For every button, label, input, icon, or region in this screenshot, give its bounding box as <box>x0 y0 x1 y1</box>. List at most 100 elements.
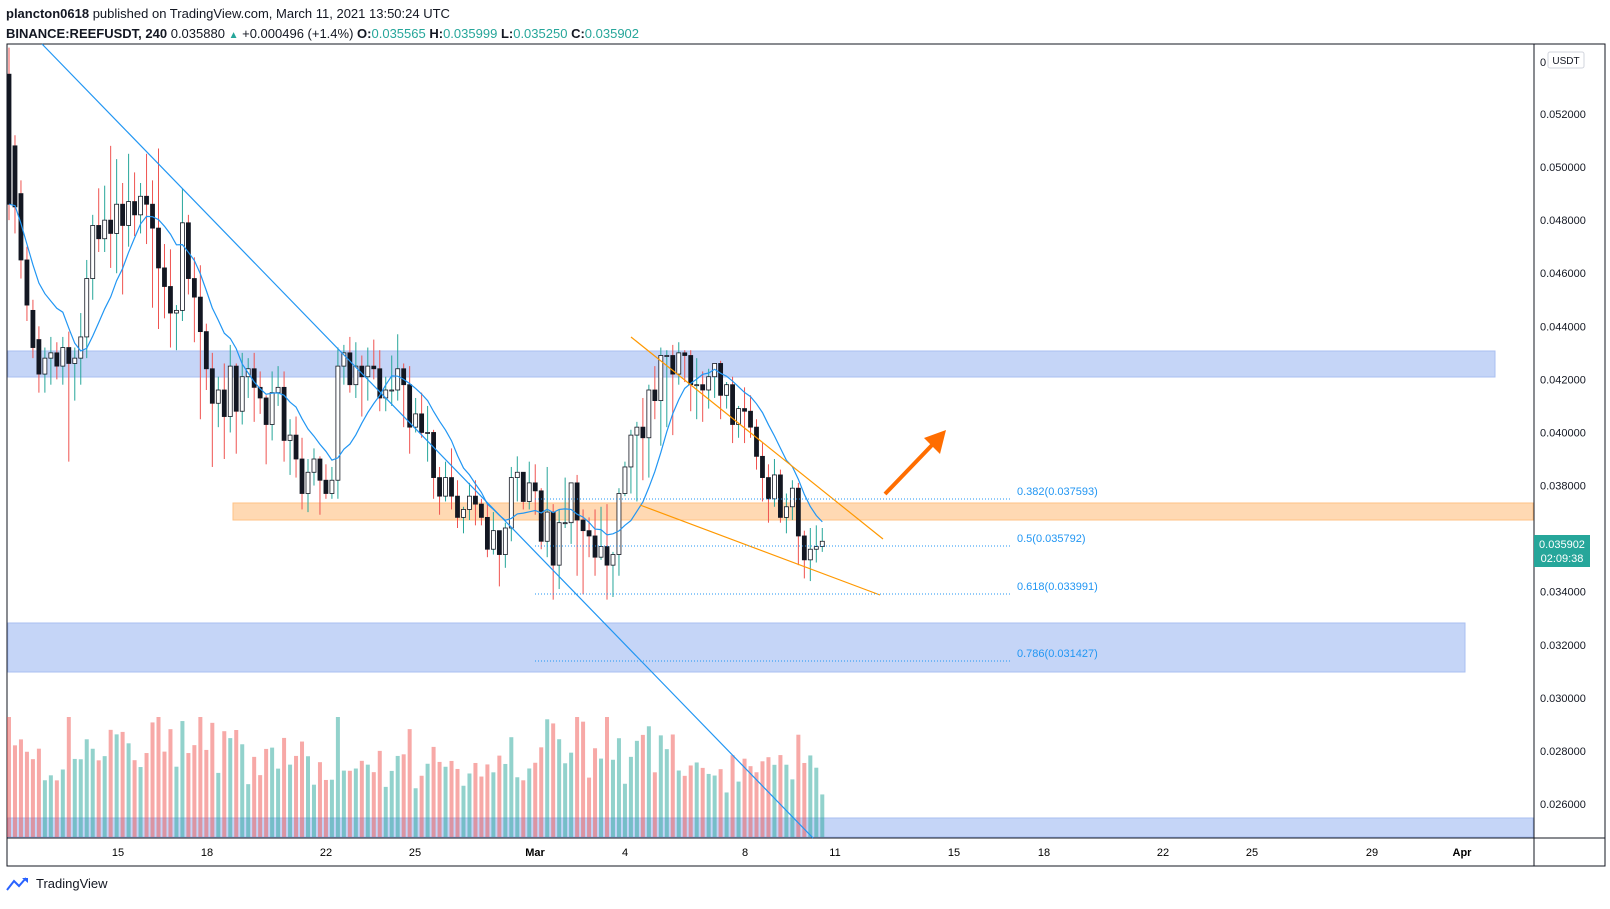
volume-bar <box>437 761 442 837</box>
candle-body <box>251 368 257 388</box>
volume-bar <box>664 749 669 837</box>
volume-bar <box>431 746 436 837</box>
support-zone[interactable] <box>7 622 1466 673</box>
breakout-arrow-icon[interactable] <box>883 430 946 496</box>
candle-body <box>766 477 771 500</box>
candle-body <box>353 365 359 386</box>
price-tick-label: 0.032000 <box>1540 640 1586 652</box>
candle-body <box>670 355 676 375</box>
volume-bars <box>7 717 825 837</box>
candle-body <box>431 432 436 478</box>
volume-bar <box>162 751 167 837</box>
volume-bar <box>622 783 627 837</box>
volume-bar <box>7 717 11 837</box>
volume-bar <box>419 775 424 837</box>
candle-body <box>66 347 72 364</box>
candle-body <box>467 495 472 510</box>
candle-body <box>748 410 753 428</box>
price-axis[interactable]: 0.052000 0.050000 0.048000 0.046000 0.044000… <box>1540 109 1586 811</box>
candle-body <box>443 477 448 497</box>
candle-body <box>132 201 137 216</box>
candle-body <box>508 477 514 529</box>
candle-body <box>449 477 454 497</box>
candle-body <box>114 203 120 234</box>
candle-body <box>742 408 747 412</box>
candle-body <box>269 392 275 425</box>
volume-bar <box>503 763 508 837</box>
candle-body <box>102 219 108 240</box>
candle-body <box>789 487 795 508</box>
volume-bar <box>670 734 675 837</box>
volume-bar <box>808 755 813 837</box>
price-tick-label: 0.042000 <box>1540 374 1586 386</box>
candle-body <box>209 368 215 404</box>
time-label-15: 15 <box>112 847 124 859</box>
time-label-22: 22 <box>320 847 332 859</box>
publish-text: published on TradingView.com, March 11, … <box>89 6 450 21</box>
volume-bar <box>156 717 161 837</box>
candle-body <box>502 527 508 555</box>
volume-bar <box>634 740 639 837</box>
volume-bar <box>658 735 663 837</box>
last-price-tag <box>1534 535 1590 567</box>
candle-body <box>586 530 592 537</box>
fib-retracement[interactable]: 0.382(0.037593) 0.5(0.035792) 0.618(0.03… <box>535 486 1098 662</box>
candle-body <box>168 286 173 314</box>
volume-bar <box>270 747 275 837</box>
volume-bar <box>353 768 358 837</box>
candle-body <box>694 384 700 387</box>
volume-bar <box>48 775 53 837</box>
volume-bar <box>712 775 717 837</box>
volume-bar <box>42 780 47 837</box>
volume-bar <box>688 765 693 837</box>
candle-body <box>526 482 532 502</box>
candle-body <box>347 352 353 386</box>
volume-bar <box>311 784 316 837</box>
volume-bar <box>545 719 550 837</box>
candle-body <box>371 365 377 370</box>
volume-bar <box>174 766 179 837</box>
fib-label-0382: 0.382(0.037593) <box>1017 486 1098 498</box>
price-tick-label: 0.038000 <box>1540 481 1586 493</box>
tradingview-footer[interactable]: TradingView <box>6 876 108 891</box>
wedge-upper-line[interactable] <box>630 336 884 540</box>
candle-body <box>514 471 520 478</box>
fib-label-0786: 0.786(0.031427) <box>1017 648 1098 660</box>
price-tick-label: 0.040000 <box>1540 427 1586 439</box>
author-name[interactable]: plancton0618 <box>6 6 90 21</box>
candle-body <box>341 352 347 367</box>
volume-bar <box>473 762 478 837</box>
volume-bar <box>222 731 227 837</box>
currency-label[interactable]: USDT <box>1552 56 1579 67</box>
time-label-25b: 25 <box>1246 847 1258 859</box>
volume-bar <box>282 737 287 837</box>
price-tick-label: 0.030000 <box>1540 693 1586 705</box>
pivot-zone[interactable] <box>232 502 1534 521</box>
candle-body <box>754 426 759 457</box>
time-axis[interactable]: 15 18 22 25 Mar 4 8 11 15 18 22 25 29 Ap… <box>112 847 1472 859</box>
candle-body <box>425 432 431 434</box>
candle-body <box>574 482 580 521</box>
volume-bar <box>652 772 657 837</box>
fib-label-05: 0.5(0.035792) <box>1017 533 1086 545</box>
time-label-apr: Apr <box>1453 847 1473 859</box>
symbol-info: BINANCE:REEFUSDT, 240 0.035880 ▲ +0.0004… <box>6 24 639 46</box>
volume-bar <box>407 729 412 837</box>
symbol-label[interactable]: BINANCE:REEFUSDT, 240 <box>6 26 168 41</box>
price-tick-label: 0.026000 <box>1540 799 1586 811</box>
candle-body <box>580 519 586 532</box>
price-tick-label: 0.046000 <box>1540 268 1586 280</box>
volume-bar <box>563 763 568 837</box>
candle-body <box>54 352 60 367</box>
wedge-lower-line[interactable] <box>639 504 881 596</box>
downtrend-line[interactable] <box>41 43 814 839</box>
currency-button[interactable] <box>1547 51 1585 69</box>
volume-bar <box>323 779 328 837</box>
volume-bar <box>766 757 771 837</box>
open-value: 0.035565 <box>371 26 426 41</box>
volume-bar <box>748 766 753 837</box>
volume-bar <box>599 758 604 837</box>
candle-body <box>496 530 502 555</box>
